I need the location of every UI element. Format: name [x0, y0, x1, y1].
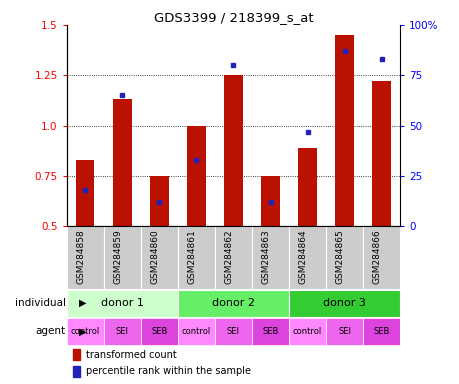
Text: SEI: SEI	[226, 327, 240, 336]
Text: donor 2: donor 2	[212, 298, 254, 308]
Bar	[224, 75, 242, 226]
Bar	[150, 176, 168, 226]
Text: agent: agent	[36, 326, 66, 336]
Text: GSM284866: GSM284866	[372, 229, 381, 284]
Bar	[113, 99, 131, 226]
Bar	[335, 35, 353, 226]
FancyBboxPatch shape	[178, 318, 214, 345]
Text: GSM284864: GSM284864	[298, 229, 307, 284]
FancyBboxPatch shape	[325, 226, 362, 289]
Text: donor 1: donor 1	[101, 298, 143, 308]
FancyBboxPatch shape	[67, 290, 178, 317]
Text: ▶: ▶	[78, 326, 86, 336]
Text: control: control	[70, 327, 100, 336]
FancyBboxPatch shape	[252, 318, 288, 345]
FancyBboxPatch shape	[362, 226, 399, 289]
Bar	[73, 366, 79, 377]
Text: transformed count: transformed count	[86, 349, 177, 359]
FancyBboxPatch shape	[214, 318, 252, 345]
FancyBboxPatch shape	[214, 226, 252, 289]
FancyBboxPatch shape	[140, 318, 178, 345]
Text: SEB: SEB	[262, 327, 278, 336]
Bar	[187, 126, 205, 226]
FancyBboxPatch shape	[288, 226, 325, 289]
Bar	[297, 148, 316, 226]
FancyBboxPatch shape	[252, 226, 288, 289]
Text: ▶: ▶	[78, 298, 86, 308]
FancyBboxPatch shape	[288, 318, 325, 345]
Text: SEB: SEB	[373, 327, 389, 336]
Bar	[76, 160, 94, 226]
FancyBboxPatch shape	[178, 226, 214, 289]
FancyBboxPatch shape	[140, 226, 178, 289]
Bar	[372, 81, 390, 226]
Text: GSM284858: GSM284858	[76, 229, 85, 284]
Text: GSM284861: GSM284861	[187, 229, 196, 284]
Bar	[73, 349, 79, 360]
Text: GSM284860: GSM284860	[150, 229, 159, 284]
Text: control: control	[181, 327, 211, 336]
Text: SEB: SEB	[151, 327, 167, 336]
FancyBboxPatch shape	[67, 226, 104, 289]
FancyBboxPatch shape	[288, 290, 399, 317]
FancyBboxPatch shape	[362, 318, 399, 345]
FancyBboxPatch shape	[178, 290, 288, 317]
Text: GSM284865: GSM284865	[335, 229, 344, 284]
Title: GDS3399 / 218399_s_at: GDS3399 / 218399_s_at	[153, 11, 313, 24]
Text: GSM284863: GSM284863	[261, 229, 270, 284]
Text: SEI: SEI	[337, 327, 350, 336]
Text: control: control	[292, 327, 321, 336]
FancyBboxPatch shape	[104, 318, 140, 345]
Text: GSM284862: GSM284862	[224, 229, 233, 284]
FancyBboxPatch shape	[67, 318, 104, 345]
Text: GSM284859: GSM284859	[113, 229, 122, 284]
Text: percentile rank within the sample: percentile rank within the sample	[86, 366, 251, 376]
FancyBboxPatch shape	[104, 226, 140, 289]
Text: individual: individual	[15, 298, 66, 308]
Text: donor 3: donor 3	[323, 298, 365, 308]
FancyBboxPatch shape	[325, 318, 362, 345]
Text: SEI: SEI	[116, 327, 129, 336]
Bar	[261, 176, 279, 226]
